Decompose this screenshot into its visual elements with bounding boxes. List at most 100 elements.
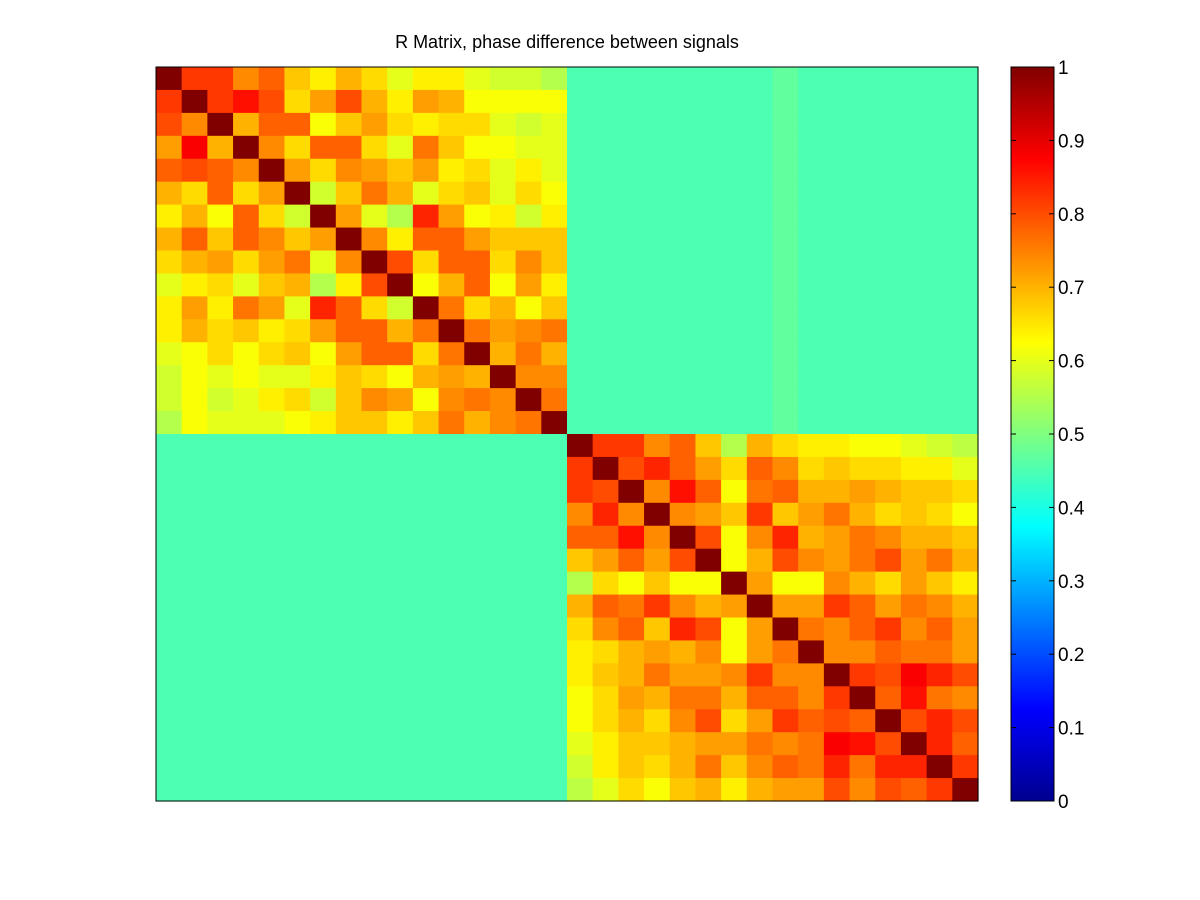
heatmap-cell [926,755,953,779]
heatmap-cell [156,709,183,733]
heatmap-cell [798,319,825,343]
heatmap-cell [746,135,774,160]
heatmap-cell [900,319,928,343]
heatmap-cell [284,502,311,527]
heatmap-cell [798,158,825,183]
heatmap-cell [875,686,902,710]
heatmap-cell [207,181,234,206]
heatmap-cell [900,296,928,320]
heatmap-cell [567,158,594,183]
heatmap-cell [875,502,902,527]
heatmap-cell [772,342,799,366]
heatmap-cell [541,296,568,320]
heatmap-cell [489,479,517,504]
heatmap-cell [900,663,928,687]
heatmap-cell [284,204,311,229]
heatmap-cell [823,135,851,160]
heatmap-cell [592,112,619,137]
heatmap-cell [284,456,311,481]
heatmap-cell [669,456,697,481]
heatmap-cell [541,365,568,389]
heatmap-cell [335,755,363,779]
heatmap-cell [181,663,208,687]
heatmap-cell [335,640,363,664]
heatmap-cell [412,663,440,687]
heatmap-cell [900,388,928,412]
heatmap-cell [335,181,363,206]
heatmap-cell [798,250,825,275]
heatmap-cell [438,273,465,297]
heatmap-cell [387,411,414,435]
heatmap-cell [592,755,619,779]
heatmap-cell [335,365,363,389]
heatmap-cell [156,594,183,619]
heatmap-cell [875,204,902,229]
heatmap-cell [669,502,697,527]
heatmap-cell [592,571,619,596]
heatmap-cell [464,296,491,320]
heatmap-cell [207,571,234,596]
heatmap-cell [515,617,542,642]
heatmap-cell [335,227,363,252]
heatmap-cell [310,365,337,389]
heatmap-cell [412,250,440,275]
heatmap-cell [181,227,208,252]
heatmap-cell [567,319,594,343]
heatmap-cell [772,89,799,114]
heatmap-cell [515,732,542,756]
heatmap-cell [849,204,876,229]
heatmap-cell [926,502,953,527]
heatmap-cell [875,273,902,297]
heatmap-cell [233,204,260,229]
heatmap-cell [541,181,568,206]
heatmap-cell [181,319,208,343]
heatmap-cell [515,158,542,183]
heatmap-cell [952,755,979,779]
heatmap-cell [412,548,440,573]
heatmap-cell [335,686,363,710]
colorbar-tick-label: 1 [1058,58,1069,79]
heatmap-cell [900,67,928,91]
heatmap-cell [181,548,208,573]
heatmap-cell [798,273,825,297]
heatmap-cell [952,181,979,206]
heatmap-cell [515,502,542,527]
heatmap-cell [464,594,491,619]
heatmap-cell [952,479,979,504]
heatmap-cell [772,732,799,756]
heatmap-cell [438,502,465,527]
heatmap-cell [669,319,697,343]
heatmap-cell [721,571,748,596]
heatmap-cell [233,181,260,206]
heatmap-cell [541,571,568,596]
heatmap-cell [156,273,183,297]
heatmap-cell [644,342,671,366]
heatmap-cell [695,411,722,435]
heatmap-cell [156,388,183,412]
heatmap-cell [695,548,722,573]
heatmap-cell [721,732,748,756]
heatmap-cell [618,548,645,573]
heatmap-cell [695,617,722,642]
heatmap-cell [207,227,234,252]
heatmap-cell [258,273,286,297]
heatmap-cell [464,434,491,458]
heatmap-cell [618,158,645,183]
heatmap-cell [875,732,902,756]
heatmap-cell [387,158,414,183]
heatmap-cell [464,732,491,756]
heatmap-cell [849,112,876,137]
heatmap-cell [464,709,491,733]
heatmap-cell [669,181,697,206]
heatmap-cell [207,67,234,91]
heatmap-cell [567,663,594,687]
heatmap-cell [387,686,414,710]
heatmap-cell [798,411,825,435]
heatmap-cell [258,686,286,710]
heatmap-cell [233,388,260,412]
heatmap-cell [695,525,722,550]
heatmap-cell [618,89,645,114]
heatmap-cell [592,319,619,343]
heatmap-cell [438,296,465,320]
heatmap-cell [207,434,234,458]
